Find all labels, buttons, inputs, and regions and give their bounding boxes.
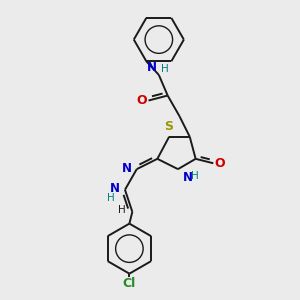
Text: N: N xyxy=(122,162,131,175)
Text: O: O xyxy=(214,157,225,170)
Text: N: N xyxy=(147,61,158,74)
Text: Cl: Cl xyxy=(123,277,136,290)
Text: H: H xyxy=(190,171,198,181)
Text: N: N xyxy=(183,171,193,184)
Text: S: S xyxy=(164,120,173,133)
Text: H: H xyxy=(107,193,115,203)
Text: N: N xyxy=(110,182,120,195)
Text: O: O xyxy=(137,94,147,107)
Text: H: H xyxy=(118,206,126,215)
Text: H: H xyxy=(161,64,169,74)
